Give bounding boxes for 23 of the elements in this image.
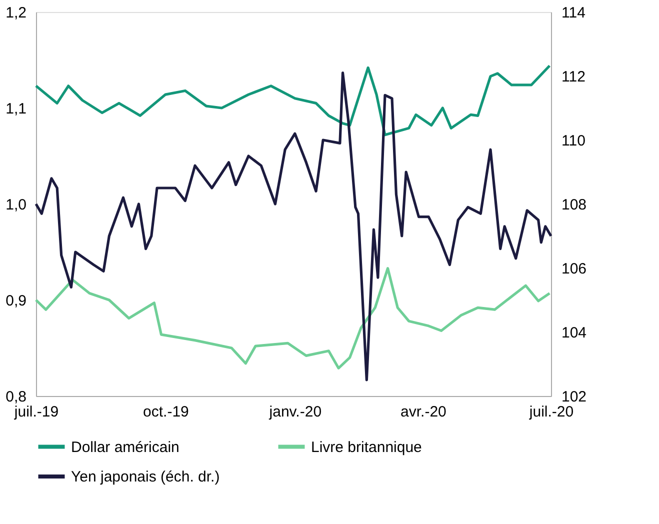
y-tick-label: 0,8 — [6, 388, 26, 406]
x-tick-label: juil.-20 — [528, 404, 574, 420]
y-tick-label: 1,0 — [6, 196, 26, 214]
line-series — [34, 267, 551, 370]
y2-tick-label: 104 — [562, 324, 587, 342]
x-tick-label: janv.-20 — [268, 404, 322, 420]
y2-tick-label: 114 — [562, 4, 586, 22]
y2-tick-label: 102 — [562, 388, 587, 406]
legend-label: Livre britannique — [311, 438, 422, 456]
y-tick-label: 1,1 — [6, 100, 26, 118]
y2-tick-label: 110 — [562, 132, 586, 150]
y-tick-label: 1,2 — [6, 4, 26, 22]
line-series — [34, 72, 552, 382]
y-tick-label: 0,9 — [6, 292, 26, 310]
y2-tick-label: 106 — [562, 260, 587, 278]
line-series — [34, 64, 551, 136]
y2-tick-label: 112 — [562, 68, 586, 86]
legend-label: Dollar américain — [71, 438, 180, 456]
x-tick-label: avr.-20 — [400, 404, 446, 420]
x-tick-label: juil.-19 — [13, 404, 59, 420]
y2-tick-label: 108 — [562, 196, 587, 214]
x-tick-label: oct.-19 — [143, 404, 189, 420]
legend-label: Yen japonais (éch. dr.) — [71, 468, 220, 486]
